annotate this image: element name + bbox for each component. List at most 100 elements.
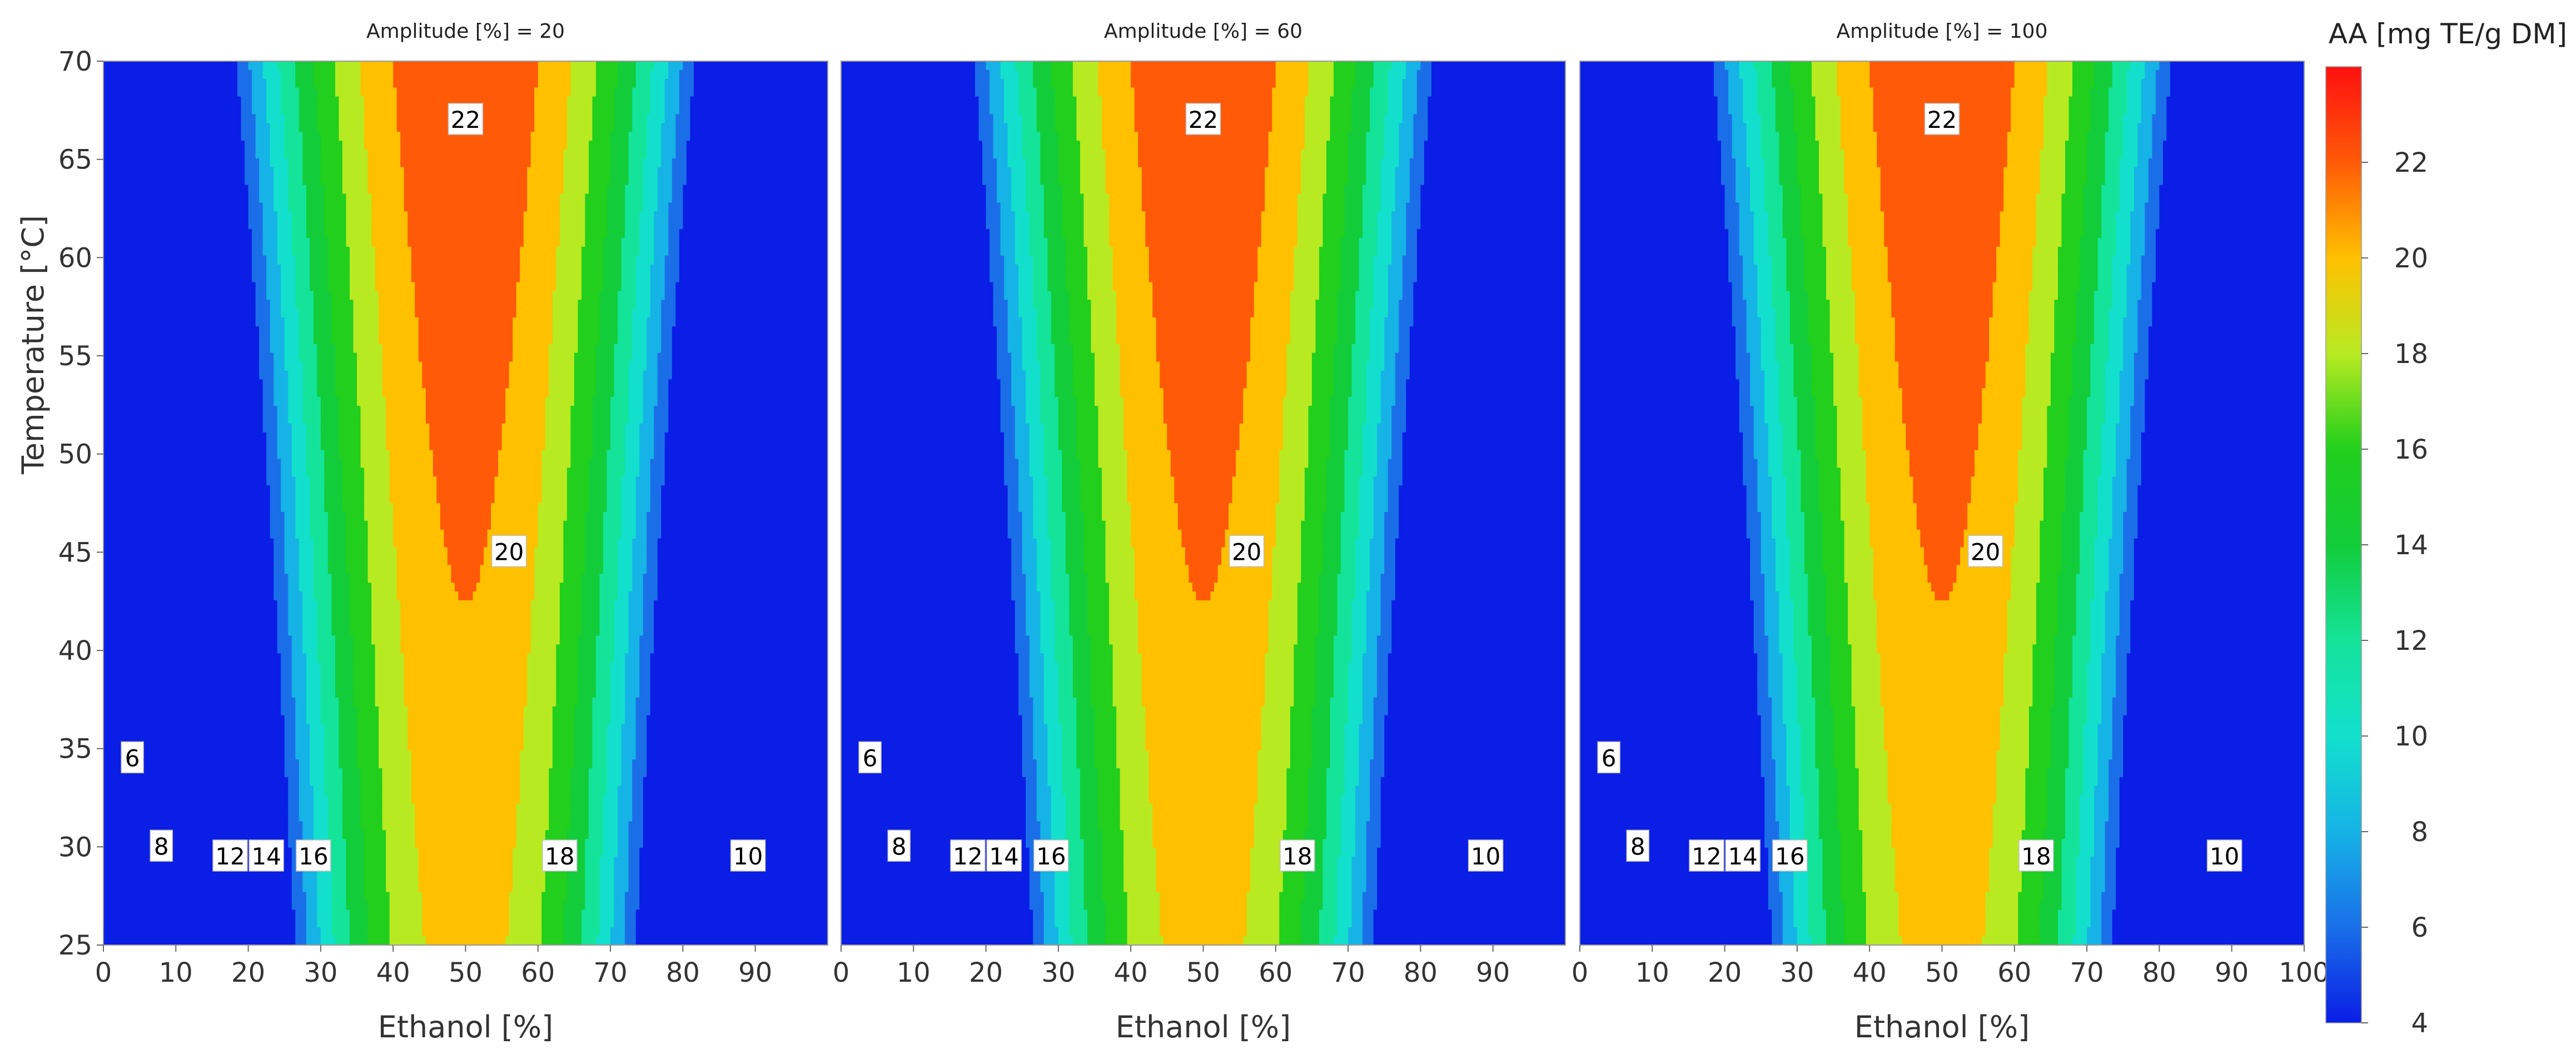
contour-band-cell bbox=[2145, 415, 2304, 424]
contour-band-cell bbox=[1739, 220, 1754, 230]
contour-band-cell bbox=[1022, 733, 1033, 742]
contour-band-cell bbox=[1869, 539, 1921, 548]
contour-band-cell bbox=[610, 132, 629, 141]
contour-band-cell bbox=[273, 202, 289, 212]
contour-band-cell bbox=[1055, 644, 1073, 654]
contour-band-cell bbox=[1066, 556, 1084, 565]
contour-band-cell bbox=[658, 176, 673, 186]
contour-band-cell bbox=[629, 379, 644, 389]
contour-band-cell bbox=[979, 106, 990, 115]
contour-band-cell bbox=[1062, 476, 1080, 486]
contour-band-cell bbox=[1265, 698, 1294, 707]
contour-band-cell bbox=[259, 158, 270, 168]
contour-band-cell bbox=[549, 795, 571, 804]
contour-band-cell bbox=[1066, 282, 1088, 292]
contour-band-cell bbox=[1188, 565, 1218, 574]
contour-band-cell bbox=[607, 733, 622, 742]
contour-band-cell bbox=[1163, 415, 1244, 424]
contour-band-cell bbox=[2087, 141, 2105, 150]
contour-band-cell bbox=[1247, 901, 1280, 911]
contour-band-cell bbox=[563, 936, 581, 946]
contour-band-cell bbox=[639, 689, 650, 698]
contour-band-cell bbox=[1015, 609, 1026, 619]
contour-band-cell bbox=[1076, 432, 1098, 442]
contour-band-cell bbox=[556, 247, 581, 256]
contour-band-cell bbox=[1047, 742, 1062, 751]
contour-band-cell bbox=[1127, 936, 1164, 946]
contour-band-cell bbox=[2036, 618, 2058, 628]
contour-band-cell bbox=[1776, 106, 1794, 115]
contour-band-cell bbox=[1066, 521, 1084, 530]
contour-band-cell bbox=[1352, 909, 1363, 919]
contour-band-cell bbox=[1123, 397, 1163, 406]
contour-band-cell bbox=[1352, 618, 1367, 628]
contour-band-cell bbox=[1348, 671, 1363, 680]
contour-band-cell bbox=[259, 353, 274, 362]
contour-band-cell bbox=[2166, 97, 2304, 106]
contour-band-cell bbox=[295, 274, 310, 283]
contour-band-cell bbox=[103, 397, 263, 406]
contour-band-cell bbox=[841, 379, 1001, 389]
contour-band-cell bbox=[997, 158, 1008, 168]
contour-band-cell bbox=[621, 476, 636, 486]
contour-band-cell bbox=[1348, 689, 1363, 698]
contour-band-cell bbox=[1062, 777, 1080, 787]
contour-band-cell bbox=[629, 176, 644, 186]
contour-band-cell bbox=[386, 866, 419, 875]
contour-band-cell bbox=[593, 698, 611, 707]
contour-band-cell bbox=[1793, 123, 1816, 132]
contour-band-cell bbox=[600, 874, 615, 884]
contour-band-cell bbox=[364, 494, 390, 504]
contour-band-cell bbox=[324, 220, 346, 230]
contour-band-cell bbox=[1051, 291, 1070, 300]
contour-band-cell bbox=[1808, 309, 1830, 318]
contour-band-cell bbox=[600, 866, 615, 875]
contour-band-cell bbox=[1051, 804, 1066, 813]
contour-band-cell bbox=[1095, 759, 1117, 769]
contour-band-cell bbox=[302, 141, 321, 150]
contour-band-cell bbox=[1084, 202, 1110, 212]
contour-band-cell bbox=[541, 459, 571, 469]
contour-band-cell bbox=[292, 247, 310, 256]
contour-band-cell bbox=[610, 671, 625, 680]
contour-band-cell bbox=[2101, 229, 2116, 238]
contour-band-cell bbox=[610, 680, 625, 689]
contour-band-cell bbox=[1374, 503, 1389, 513]
contour-band-cell bbox=[603, 247, 621, 256]
contour-band-cell bbox=[281, 291, 296, 300]
contour-band-cell bbox=[1384, 326, 1399, 336]
contour-band-cell bbox=[1381, 830, 1566, 839]
contour-band-cell bbox=[2105, 406, 2120, 415]
contour-band-cell bbox=[1033, 79, 1051, 88]
contour-band-cell bbox=[1826, 583, 1848, 592]
contour-band-cell bbox=[1384, 150, 1399, 159]
contour-band-cell bbox=[1047, 503, 1062, 513]
contour-band-cell bbox=[1776, 114, 1794, 123]
contour-band-cell bbox=[1308, 70, 1334, 79]
contour-band-cell bbox=[1152, 830, 1254, 839]
contour-band-cell bbox=[625, 424, 640, 433]
contour-band-cell bbox=[2123, 565, 2134, 574]
contour-band-cell bbox=[1120, 371, 1160, 380]
contour-band-cell bbox=[277, 636, 292, 645]
contour-band-cell bbox=[2051, 371, 2073, 380]
contour-band-cell bbox=[1084, 556, 1106, 565]
contour-band-cell bbox=[567, 123, 593, 132]
contour-band-cell bbox=[841, 927, 1033, 937]
contour-band-cell bbox=[2120, 406, 2131, 415]
contour-band-cell bbox=[1051, 335, 1070, 345]
contour-band-cell bbox=[1330, 114, 1352, 123]
contour-band-cell bbox=[354, 317, 379, 327]
contour-band-cell bbox=[1790, 574, 1808, 583]
contour-band-cell bbox=[331, 866, 346, 875]
contour-band-cell bbox=[1971, 476, 2018, 486]
contour-band-cell bbox=[2145, 229, 2156, 238]
contour-band-cell bbox=[1008, 141, 1023, 150]
contour-band-cell bbox=[2141, 282, 2152, 292]
contour-band-cell bbox=[650, 503, 662, 513]
contour-band-cell bbox=[302, 415, 321, 424]
contour-band-cell bbox=[1837, 424, 1863, 433]
contour-band-cell bbox=[1011, 583, 1026, 592]
contour-band-cell bbox=[1783, 432, 1798, 442]
contour-band-cell bbox=[342, 804, 361, 813]
